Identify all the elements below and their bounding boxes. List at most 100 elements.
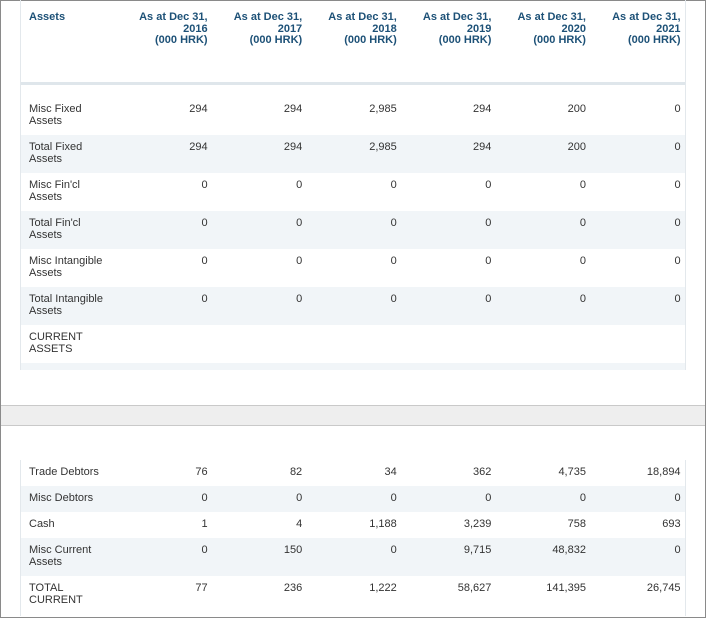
row-value: 0 (579, 255, 586, 267)
row-value: 0 (310, 363, 405, 370)
row-value: 0 (485, 255, 492, 267)
row-value: 141,395 (546, 582, 586, 594)
row-label: Total Fin'cl Assets (21, 211, 121, 249)
table-row: Misc Fin'cl Assets 0 0 0 0 0 0 (21, 173, 685, 211)
year-header-2018: As at Dec 31, 2018 (000 HRK) (310, 0, 405, 85)
row-value: 0 (390, 255, 397, 267)
row-value: 1 (201, 518, 208, 530)
row-value: 0 (485, 179, 492, 191)
row-value: 2,985 (369, 103, 397, 115)
row-value (216, 325, 311, 363)
row-value: 45,311 (404, 363, 500, 370)
row-value: 77 (195, 582, 208, 594)
row-value: 0 (674, 103, 681, 115)
row-value: 0 (121, 211, 216, 249)
row-value: 0 (296, 179, 303, 191)
row-value: 200 (499, 135, 594, 173)
row-label: Misc Fixed Assets (29, 103, 82, 127)
table-row: Misc Fixed Assets 294 294 2,985 294 200 0 (21, 97, 685, 135)
row-value: 0 (390, 179, 397, 191)
row-label: Total Intangible Assets (21, 287, 121, 325)
row-value: 3,239 (463, 518, 492, 530)
header-row: Assets As at Dec 31, 2016 (000 HRK) As at … (21, 0, 685, 85)
balance-sheet-panel-bottom: Trade Debtors 76 82 34 362 4,735 18,894 Misc De… (20, 460, 686, 616)
row-value: 294 (215, 135, 311, 173)
row-value: 294 (189, 103, 208, 115)
table-row: Misc Debtors 0 0 0 0 0 0 (21, 486, 685, 512)
row-label: Trade Debtors (29, 466, 99, 478)
row-value: 150 (215, 538, 311, 576)
row-value: 4 (296, 518, 303, 530)
row-label: Stock (21, 363, 121, 370)
row-value: 0 (593, 486, 685, 512)
row-value: 0 (674, 179, 681, 191)
row-value: 294 (404, 135, 500, 173)
table-row: Total Fixed Assets 294 294 2,985 294 200 0 (21, 135, 685, 173)
section-divider (1, 405, 705, 426)
row-label: CURRENT ASSETS (29, 331, 83, 355)
row-value: 294 (121, 135, 216, 173)
row-value: 693 (662, 518, 681, 530)
row-value: 758 (567, 518, 586, 530)
row-label: Misc Fin'cl Assets (29, 179, 80, 203)
row-value: 9,715 (404, 538, 500, 576)
row-value (405, 325, 500, 363)
row-value: 0 (215, 287, 311, 325)
row-value: 362 (473, 466, 492, 478)
row-value: 76 (195, 466, 208, 478)
row-value: 48,832 (499, 538, 594, 576)
row-value (121, 325, 216, 363)
row-value: 58,627 (457, 582, 492, 594)
row-value: 294 (473, 103, 492, 115)
table-body-top: Misc Fixed Assets 294 294 2,985 294 200 0 Total … (21, 97, 685, 370)
row-value: 0 (215, 486, 311, 512)
row-label: Misc Debtors (21, 486, 121, 512)
row-label: TOTAL CURRENT (29, 582, 83, 606)
row-value: 18,894 (646, 466, 681, 478)
row-value: 0 (310, 287, 405, 325)
row-value: 0 (310, 486, 405, 512)
row-value: 0 (674, 255, 681, 267)
balance-sheet-panel-top: Assets As at Dec 31, 2016 (000 HRK) As at … (20, 0, 686, 370)
row-value: 0 (121, 287, 216, 325)
table-body-bottom: Trade Debtors 76 82 34 362 4,735 18,894 Misc De… (21, 460, 685, 614)
row-value: 0 (593, 211, 685, 249)
row-value: 0 (499, 211, 594, 249)
row-value: 200 (567, 103, 586, 115)
row-value: 0 (593, 135, 685, 173)
row-value (499, 325, 594, 363)
row-value: 1,222 (369, 582, 397, 594)
year-header-2021: As at Dec 31, 2021 (000 HRK) (593, 0, 685, 85)
row-value: 0 (499, 287, 594, 325)
row-value: 294 (283, 103, 303, 115)
year-header-2016: As at Dec 31, 2016 (000 HRK) (121, 0, 216, 85)
row-value: 0 (121, 363, 216, 370)
row-value: 0 (201, 255, 208, 267)
row-value: 2,985 (310, 135, 405, 173)
row-value: 0 (404, 486, 500, 512)
balance-sheet-table-bottom: Trade Debtors 76 82 34 362 4,735 18,894 Misc De… (21, 460, 685, 614)
row-value: 236 (283, 582, 303, 594)
row-value: 0 (121, 538, 216, 576)
row-label: Total Fixed Assets (21, 135, 121, 173)
row-value: 82 (289, 466, 303, 478)
row-value: 0 (296, 255, 303, 267)
row-value: 0 (310, 538, 405, 576)
row-value: 0 (404, 287, 500, 325)
row-value: 0 (593, 538, 685, 576)
row-value: 0 (593, 287, 685, 325)
row-value: 0 (215, 363, 311, 370)
balance-sheet-table-top: Assets As at Dec 31, 2016 (000 HRK) As at … (21, 0, 685, 370)
row-label: Cash (29, 518, 55, 530)
row-value: 34 (384, 466, 397, 478)
assets-header: Assets (21, 0, 121, 85)
row-value: 4,735 (558, 466, 586, 478)
row-value: 0 (215, 211, 311, 249)
table-row: Total Intangible Assets 0 0 0 0 0 0 (21, 287, 685, 325)
row-value: 0 (579, 179, 586, 191)
row-label: Misc Current Assets (21, 538, 121, 576)
row-value: 0 (499, 486, 594, 512)
table-row: Misc Current Assets 0 150 0 9,715 48,832 0 (21, 538, 685, 576)
table-row: Misc Intangible Assets 0 0 0 0 0 0 (21, 249, 685, 287)
row-value: 7,158 (593, 363, 685, 370)
